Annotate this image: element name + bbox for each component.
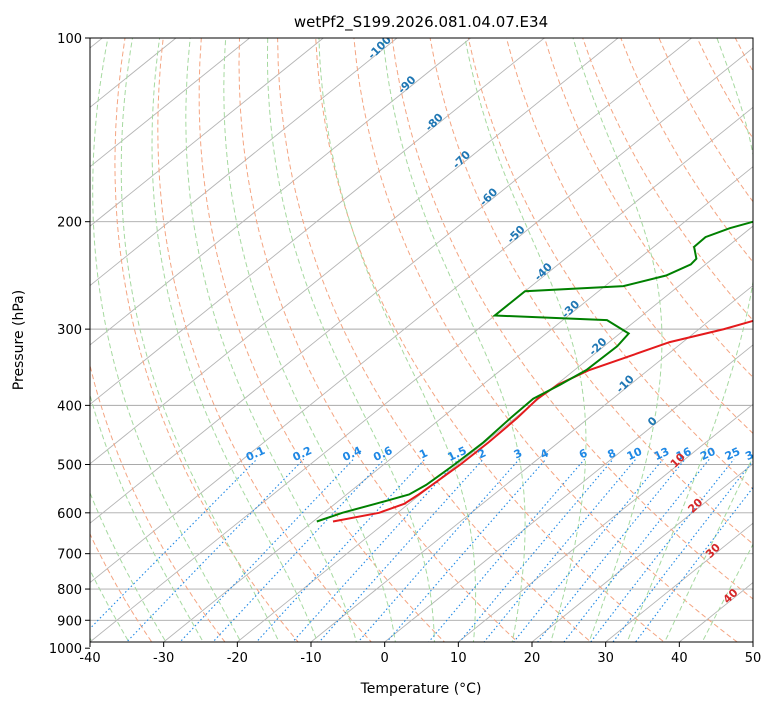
y-tick-label: 400 [57, 399, 82, 414]
moist-adiabat-line [572, 38, 663, 642]
x-tick-label: 50 [745, 651, 762, 666]
x-tick-label: 10 [450, 651, 467, 666]
x-tick-label: -20 [227, 651, 248, 666]
x-tick-label: 30 [597, 651, 614, 666]
moist-adiabat-line [151, 38, 319, 642]
mixing-ratio-line [357, 458, 520, 642]
mixing-ratio-line [612, 460, 753, 642]
background-lines [90, 38, 753, 642]
y-tick-label: 1000 [49, 642, 82, 657]
x-tick-label: 0 [381, 651, 389, 666]
y-tick-label: 900 [57, 614, 82, 629]
profile-series [316, 220, 753, 523]
y-tick-label: 200 [57, 216, 82, 231]
mixing-ratio-label: 16 [674, 445, 694, 463]
y-tick-label: 500 [57, 459, 82, 474]
y-tick-label: 600 [57, 507, 82, 522]
mixing-ratio-line [212, 458, 385, 642]
mixing-ratio-line [386, 458, 547, 642]
isotherm-line [383, 344, 753, 642]
mixing-ratio-line [179, 458, 354, 642]
dry-adiabat-line [238, 38, 519, 642]
plot-background [90, 38, 753, 642]
x-tick-label: 40 [671, 651, 688, 666]
temperature-line [332, 319, 753, 523]
moist-adiabat-line [185, 38, 357, 642]
isotherm-line [90, 38, 398, 287]
moist-adiabat-line [267, 38, 435, 642]
dry-adiabat-line [544, 38, 753, 379]
dry-adiabat-line [198, 38, 446, 642]
mixing-ratio-line [563, 458, 710, 642]
isotherm-line [90, 38, 619, 465]
moist-adiabat-line [626, 38, 753, 642]
mixing-ratio-line [536, 458, 686, 642]
moist-adiabat-line [664, 455, 753, 642]
plot-frame [89, 37, 754, 643]
moist-adiabat-line [223, 38, 396, 642]
x-tick-label: 20 [524, 651, 541, 666]
dry-adiabat-line [114, 38, 299, 642]
moist-adiabat-line [382, 38, 526, 642]
isotherm-line [90, 38, 692, 524]
moist-adiabat-line [90, 569, 130, 642]
mixing-ratio-line [512, 458, 664, 642]
dry-adiabat-line [277, 38, 592, 642]
y-axis-label: Pressure (hPa) [11, 290, 27, 390]
y-tick-label: 100 [57, 32, 82, 47]
x-tick-label: -10 [300, 651, 321, 666]
dry-adiabat-line [315, 38, 665, 642]
isotherm-line [531, 463, 753, 642]
mixing-ratio-label: 13 [652, 445, 671, 463]
mixing-ratio-line [125, 458, 305, 642]
moist-adiabat-line [90, 491, 167, 642]
y-tick-label: 700 [57, 548, 82, 563]
dry-adiabat-line [157, 38, 372, 642]
moist-adiabat-line [318, 38, 477, 642]
isotherm-line [162, 166, 753, 642]
mixing-ratio-label: 25 [723, 445, 742, 463]
mixing-ratio-line [318, 458, 484, 642]
mixing-ratio-line [428, 458, 586, 642]
mixing-ratio-label: 10 [625, 445, 645, 463]
moist-adiabat-line [90, 393, 204, 642]
chart-title: wetPf2_S199.2026.081.04.07.E34 [294, 13, 548, 32]
mixing-ratio-line [255, 458, 426, 642]
dry-adiabat-line [353, 38, 739, 642]
isotherm-line [457, 403, 753, 642]
mixing-ratio-label: 20 [698, 445, 718, 463]
dry-adiabat-line [505, 38, 753, 435]
dewpoint-line [316, 220, 753, 523]
dry-adiabat-line [90, 532, 153, 642]
x-tick-label: -30 [153, 651, 174, 666]
x-tick-label: -40 [79, 651, 100, 666]
mixing-ratio-line [291, 458, 460, 642]
mixing-ratio-label: 30 [743, 445, 763, 463]
x-axis-label: Temperature (°C) [360, 681, 482, 697]
moist-adiabat-line [92, 38, 242, 642]
isotherm-line [90, 38, 471, 346]
axis-ticks: -40 -30 -20 -10 0 10 20 30 40 50 100 200 300 400 500 60… [49, 32, 761, 666]
isotherm-line [90, 38, 545, 405]
moist-adiabat-line [701, 543, 753, 642]
isotherm-line [90, 38, 250, 168]
isotherm-line [90, 106, 753, 642]
mixing-ratio-line [590, 458, 735, 642]
isotherm-line [604, 522, 753, 642]
isotherm-line [90, 38, 324, 227]
y-tick-label: 300 [57, 323, 82, 338]
moist-adiabat-line [120, 38, 280, 642]
dry-adiabat-line [391, 38, 753, 600]
isotherm-line [90, 47, 753, 584]
isotherm-line [236, 225, 753, 642]
dry-adiabat-line [429, 38, 753, 545]
y-tick-label: 800 [57, 583, 82, 598]
